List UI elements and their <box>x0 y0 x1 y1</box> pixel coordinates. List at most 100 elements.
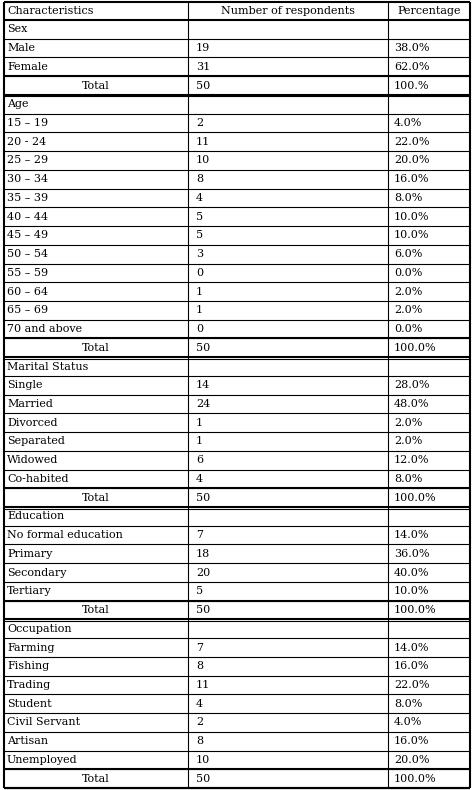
Text: Fishing: Fishing <box>7 661 49 672</box>
Text: 5: 5 <box>196 231 203 240</box>
Text: 19: 19 <box>196 43 210 53</box>
Text: 24: 24 <box>196 399 210 409</box>
Text: 14: 14 <box>196 380 210 390</box>
Text: 5: 5 <box>196 586 203 596</box>
Text: 20 - 24: 20 - 24 <box>7 137 46 147</box>
Text: 0: 0 <box>196 268 203 278</box>
Text: 18: 18 <box>196 549 210 559</box>
Text: 16.0%: 16.0% <box>394 175 429 184</box>
Text: 8: 8 <box>196 175 203 184</box>
Text: Married: Married <box>7 399 53 409</box>
Text: 4: 4 <box>196 474 203 484</box>
Text: 1: 1 <box>196 418 203 427</box>
Text: 22.0%: 22.0% <box>394 137 429 147</box>
Text: 50: 50 <box>196 773 210 784</box>
Text: 50: 50 <box>196 605 210 615</box>
Text: 20.0%: 20.0% <box>394 156 429 165</box>
Text: 7: 7 <box>196 642 203 653</box>
Text: 38.0%: 38.0% <box>394 43 429 53</box>
Text: Total: Total <box>82 605 110 615</box>
Text: 7: 7 <box>196 530 203 540</box>
Text: 35 – 39: 35 – 39 <box>7 193 48 203</box>
Text: Marital Status: Marital Status <box>7 362 88 371</box>
Text: 2.0%: 2.0% <box>394 418 422 427</box>
Text: 48.0%: 48.0% <box>394 399 429 409</box>
Text: 4.0%: 4.0% <box>394 118 422 128</box>
Text: 50: 50 <box>196 343 210 353</box>
Text: 8.0%: 8.0% <box>394 474 422 484</box>
Text: 100.%: 100.% <box>394 81 429 91</box>
Text: Trading: Trading <box>7 680 51 690</box>
Text: 12.0%: 12.0% <box>394 455 429 465</box>
Text: Total: Total <box>82 773 110 784</box>
Text: 0: 0 <box>196 324 203 334</box>
Text: Farming: Farming <box>7 642 55 653</box>
Text: 16.0%: 16.0% <box>394 736 429 747</box>
Text: Secondary: Secondary <box>7 567 66 577</box>
Text: Occupation: Occupation <box>7 624 72 634</box>
Text: 2.0%: 2.0% <box>394 306 422 315</box>
Text: 5: 5 <box>196 212 203 222</box>
Text: 11: 11 <box>196 137 210 147</box>
Text: 8: 8 <box>196 736 203 747</box>
Text: Male: Male <box>7 43 35 53</box>
Text: Artisan: Artisan <box>7 736 48 747</box>
Text: 0.0%: 0.0% <box>394 324 422 334</box>
Text: 25 – 29: 25 – 29 <box>7 156 48 165</box>
Text: 10.0%: 10.0% <box>394 231 429 240</box>
Text: Separated: Separated <box>7 436 65 446</box>
Text: 100.0%: 100.0% <box>394 605 437 615</box>
Text: 40 – 44: 40 – 44 <box>7 212 48 222</box>
Text: 22.0%: 22.0% <box>394 680 429 690</box>
Text: 1: 1 <box>196 436 203 446</box>
Text: 8.0%: 8.0% <box>394 698 422 709</box>
Text: 100.0%: 100.0% <box>394 773 437 784</box>
Text: Unemployed: Unemployed <box>7 755 78 765</box>
Text: Student: Student <box>7 698 52 709</box>
Text: 8.0%: 8.0% <box>394 193 422 203</box>
Text: Widowed: Widowed <box>7 455 58 465</box>
Text: 1: 1 <box>196 306 203 315</box>
Text: 50: 50 <box>196 81 210 91</box>
Text: 2.0%: 2.0% <box>394 436 422 446</box>
Text: 70 and above: 70 and above <box>7 324 82 334</box>
Text: 10.0%: 10.0% <box>394 586 429 596</box>
Text: 28.0%: 28.0% <box>394 380 429 390</box>
Text: 1: 1 <box>196 287 203 296</box>
Text: 6.0%: 6.0% <box>394 249 422 259</box>
Text: 50 – 54: 50 – 54 <box>7 249 48 259</box>
Text: Total: Total <box>82 343 110 353</box>
Text: Characteristics: Characteristics <box>7 6 93 16</box>
Text: 14.0%: 14.0% <box>394 530 429 540</box>
Text: 45 – 49: 45 – 49 <box>7 231 48 240</box>
Text: 2: 2 <box>196 118 203 128</box>
Text: 10: 10 <box>196 156 210 165</box>
Text: 2: 2 <box>196 717 203 728</box>
Text: 55 – 59: 55 – 59 <box>7 268 48 278</box>
Text: Sex: Sex <box>7 24 27 35</box>
Text: 30 – 34: 30 – 34 <box>7 175 48 184</box>
Text: 8: 8 <box>196 661 203 672</box>
Text: Number of respondents: Number of respondents <box>221 6 355 16</box>
Text: No formal education: No formal education <box>7 530 123 540</box>
Text: 3: 3 <box>196 249 203 259</box>
Text: 65 – 69: 65 – 69 <box>7 306 48 315</box>
Text: 36.0%: 36.0% <box>394 549 429 559</box>
Text: Tertiary: Tertiary <box>7 586 52 596</box>
Text: Single: Single <box>7 380 43 390</box>
Text: Primary: Primary <box>7 549 52 559</box>
Text: Total: Total <box>82 81 110 91</box>
Text: Education: Education <box>7 511 64 521</box>
Text: 4: 4 <box>196 193 203 203</box>
Text: Percentage: Percentage <box>397 6 461 16</box>
Text: 100.0%: 100.0% <box>394 493 437 502</box>
Text: Total: Total <box>82 493 110 502</box>
Text: 62.0%: 62.0% <box>394 62 429 72</box>
Text: 40.0%: 40.0% <box>394 567 429 577</box>
Text: 31: 31 <box>196 62 210 72</box>
Text: 2.0%: 2.0% <box>394 287 422 296</box>
Text: 15 – 19: 15 – 19 <box>7 118 48 128</box>
Text: 4: 4 <box>196 698 203 709</box>
Text: 14.0%: 14.0% <box>394 642 429 653</box>
Text: 50: 50 <box>196 493 210 502</box>
